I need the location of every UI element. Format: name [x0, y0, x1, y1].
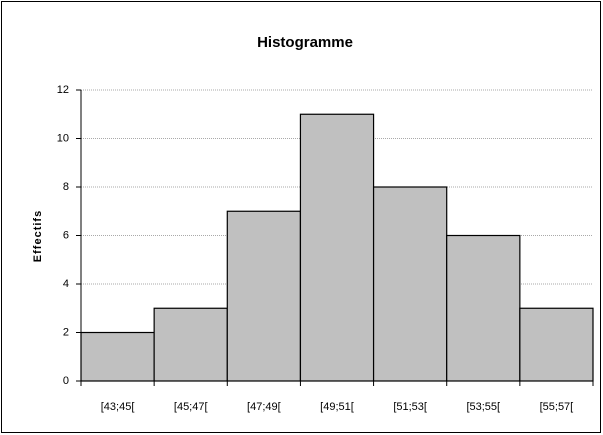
x-tick-label: [43;45[: [101, 401, 135, 413]
x-tick-label: [51;53[: [393, 401, 427, 413]
bar: [80, 331, 155, 382]
y-tick-label: 6: [63, 229, 69, 241]
y-tick-label: 10: [57, 132, 69, 144]
bar: [153, 307, 228, 382]
x-tick-label: [49;51[: [320, 401, 354, 413]
x-tick-label: [47;49[: [247, 401, 281, 413]
y-tick-label: 4: [63, 278, 69, 290]
bar: [299, 113, 375, 382]
bar: [446, 234, 521, 382]
y-tick-label: 12: [57, 84, 69, 96]
x-tick-label: [45;47[: [174, 401, 208, 413]
x-tick-label: [53;55[: [466, 401, 500, 413]
y-tick-label: 0: [63, 375, 69, 387]
y-axis-label: Effectifs: [32, 210, 44, 262]
chart-title: Histogramme: [257, 34, 353, 51]
bar: [519, 307, 594, 382]
x-tick-label: [55;57[: [540, 401, 574, 413]
y-tick-label: 2: [63, 326, 69, 338]
bar: [226, 210, 302, 382]
y-tick-label: 8: [63, 181, 69, 193]
bar: [372, 186, 448, 382]
